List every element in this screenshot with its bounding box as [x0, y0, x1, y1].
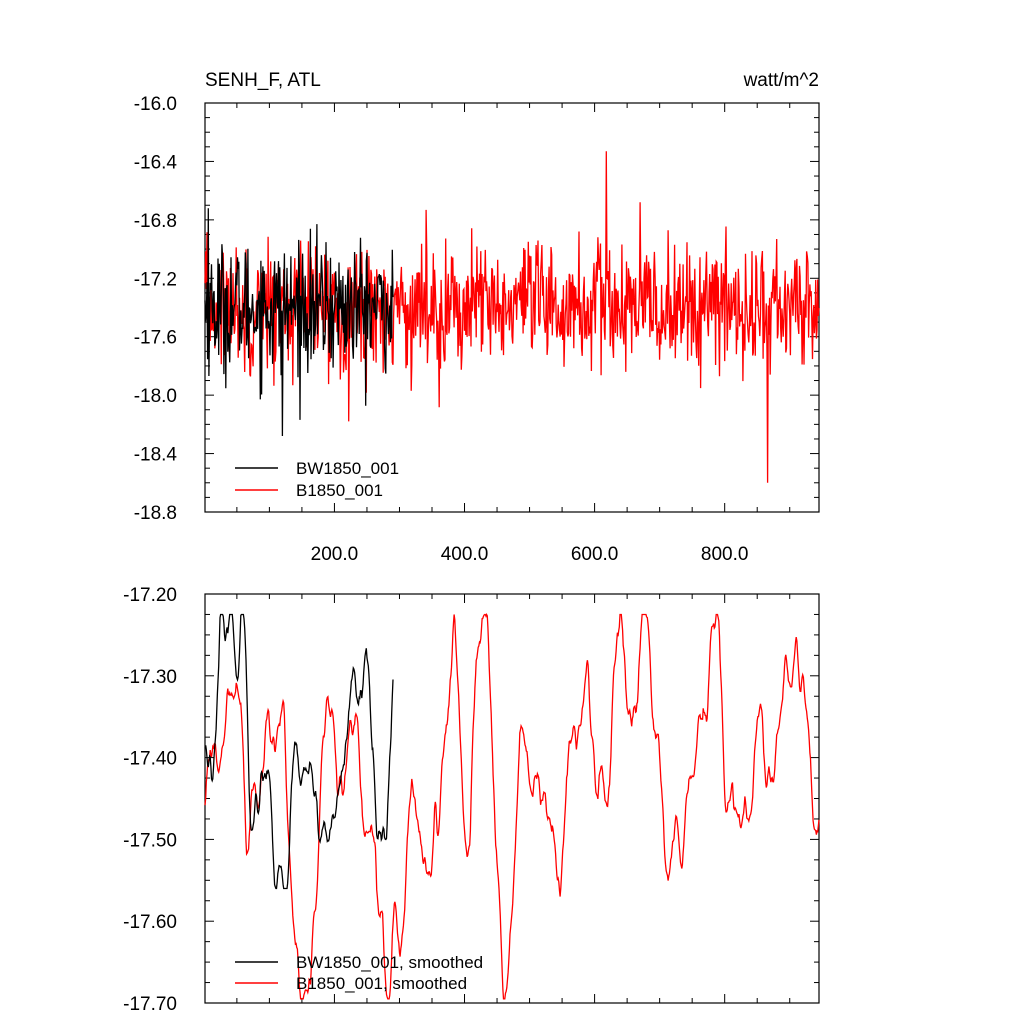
top-y-tick-labels: -16.0 -16.4 -16.8 -17.2 -17.6 -18.0 -18.4 -18.8 [134, 94, 178, 524]
x-tick-label: 200.0 [311, 544, 359, 565]
top-chart-title: SENH_F, ATL [205, 70, 321, 91]
y-tick-label: -17.70 [123, 994, 177, 1015]
bottom-ticks [205, 593, 819, 1004]
bottom-series-group [204, 612, 820, 1000]
y-tick-label: -17.60 [123, 912, 177, 933]
x-tick-label: 600.0 [571, 544, 619, 565]
bottom-plot-frame [204, 593, 820, 1004]
y-tick-label: -18.4 [134, 445, 178, 466]
y-tick-label: -16.0 [134, 94, 177, 115]
top-legend: BW1850_001 B1850_001 [235, 459, 399, 500]
top-x-tick-labels: 200.0 400.0 600.0 800.0 [311, 544, 749, 565]
y-tick-label: -17.40 [123, 749, 177, 770]
y-tick-label: -17.30 [123, 667, 177, 688]
series-line-bw1850-001-smoothed [204, 613, 394, 890]
y-tick-label: -17.50 [123, 830, 177, 851]
legend-label-bw1850-smoothed: BW1850_001, smoothed [296, 953, 483, 972]
x-tick-label: 800.0 [701, 544, 749, 565]
y-tick-label: -17.20 [123, 585, 177, 606]
bottom-legend: BW1850_001, smoothed B1850_001, smoothed [235, 953, 483, 993]
top-panel: -16.0 -16.4 -16.8 -17.2 -17.6 -18.0 -18.4 -18.8… [134, 70, 820, 565]
top-series-group [204, 151, 820, 483]
x-tick-label: 400.0 [441, 544, 489, 565]
y-tick-label: -18.8 [134, 503, 177, 524]
series-line-b1850-001-smoothed [204, 612, 820, 1000]
y-tick-label: -16.8 [134, 211, 177, 232]
y-tick-label: -18.0 [134, 386, 177, 407]
series-line-bw1850-001 [204, 208, 394, 437]
y-tick-label: -17.6 [134, 328, 177, 349]
bottom-y-tick-labels: -17.20 -17.30 -17.40 -17.50 -17.60 -17.70 [123, 585, 177, 1015]
legend-label-b1850: B1850_001 [296, 481, 383, 500]
y-tick-label: -16.4 [134, 152, 178, 173]
legend-label-bw1850: BW1850_001 [296, 459, 399, 478]
bottom-panel: -17.20 -17.30 -17.40 -17.50 -17.60 -17.70 BW1… [123, 585, 820, 1015]
legend-label-b1850-smoothed: B1850_001, smoothed [296, 974, 467, 993]
top-chart-units: watt/m^2 [743, 70, 819, 91]
y-tick-label: -17.2 [134, 269, 177, 290]
